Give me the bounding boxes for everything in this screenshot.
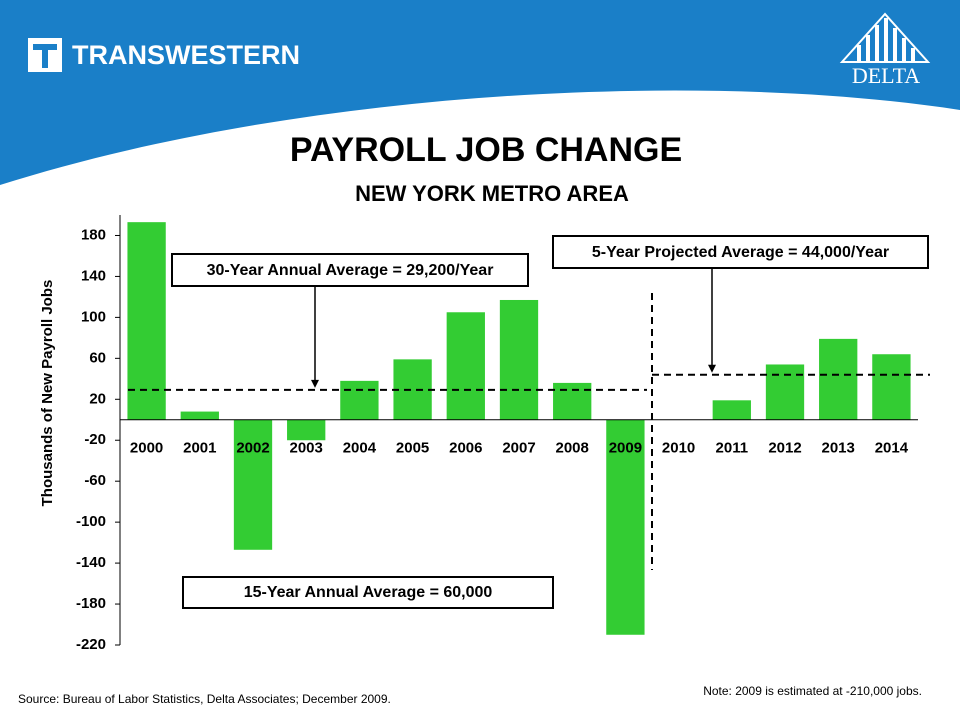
x-tick-label: 2014 <box>875 440 909 457</box>
x-tick-label: 2009 <box>609 440 642 457</box>
y-tick-label: -60 <box>84 472 106 489</box>
bar <box>765 364 805 420</box>
callout-text: 5-Year Projected Average = 44,000/Year <box>592 244 889 261</box>
annotation-box <box>182 576 554 609</box>
source: Source: Bureau of Labor Statistics, Delt… <box>18 692 391 706</box>
callout-arrowhead <box>311 379 319 388</box>
bar <box>606 419 645 635</box>
bar <box>180 411 219 420</box>
x-tick-label: 2011 <box>716 440 749 457</box>
annotation-text: 15-Year Annual Average = 60,000 <box>244 584 493 601</box>
bar <box>127 222 166 420</box>
x-tick-label: 2001 <box>183 440 216 457</box>
y-tick-label: 60 <box>89 349 106 366</box>
y-tick-label: 100 <box>81 308 106 325</box>
note: Note: 2009 is estimated at -210,000 jobs… <box>703 684 922 698</box>
bar <box>446 312 485 420</box>
x-tick-label: 2008 <box>556 440 589 457</box>
y-axis-label: Thousands of New Payroll Jobs <box>39 280 56 507</box>
callout-box <box>552 235 929 269</box>
callout-arrowhead <box>708 364 716 373</box>
x-tick-label: 2006 <box>449 440 482 457</box>
x-tick-label: 2013 <box>822 440 855 457</box>
bar <box>287 419 326 441</box>
bar <box>499 299 539 420</box>
partner-logo <box>839 12 931 63</box>
callout-box <box>171 253 529 287</box>
brand-logo-mark <box>33 44 57 68</box>
bar <box>872 354 911 420</box>
y-tick-label: -20 <box>84 431 106 448</box>
banner <box>0 0 960 185</box>
x-tick-label: 2012 <box>768 440 801 457</box>
y-tick-label: 180 <box>81 226 106 243</box>
x-tick-label: 2000 <box>130 440 163 457</box>
x-tick-label: 2003 <box>290 440 323 457</box>
y-tick-label: -180 <box>76 595 106 612</box>
x-tick-label: 2007 <box>502 440 535 457</box>
callout-text: 30-Year Annual Average = 29,200/Year <box>207 262 494 279</box>
y-tick-label: 20 <box>89 390 106 407</box>
brand-name: TRANSWESTERN <box>72 40 300 70</box>
bar <box>553 382 592 420</box>
partner-name: DELTA <box>852 63 920 88</box>
y-tick-label: -100 <box>76 513 106 530</box>
x-tick-label: 2010 <box>662 440 695 457</box>
bar <box>819 338 858 420</box>
chart-title: PAYROLL JOB CHANGE <box>290 131 682 169</box>
y-tick-label: -140 <box>76 554 106 571</box>
bar <box>233 419 273 550</box>
bar <box>712 400 751 420</box>
x-tick-label: 2002 <box>236 440 269 457</box>
x-tick-label: 2004 <box>343 440 377 457</box>
y-tick-label: 140 <box>81 267 106 284</box>
bar <box>340 380 379 420</box>
x-tick-label: 2005 <box>396 440 429 457</box>
bar <box>393 359 432 420</box>
y-tick-label: -220 <box>76 636 106 653</box>
chart-subtitle: NEW YORK METRO AREA <box>355 181 629 206</box>
